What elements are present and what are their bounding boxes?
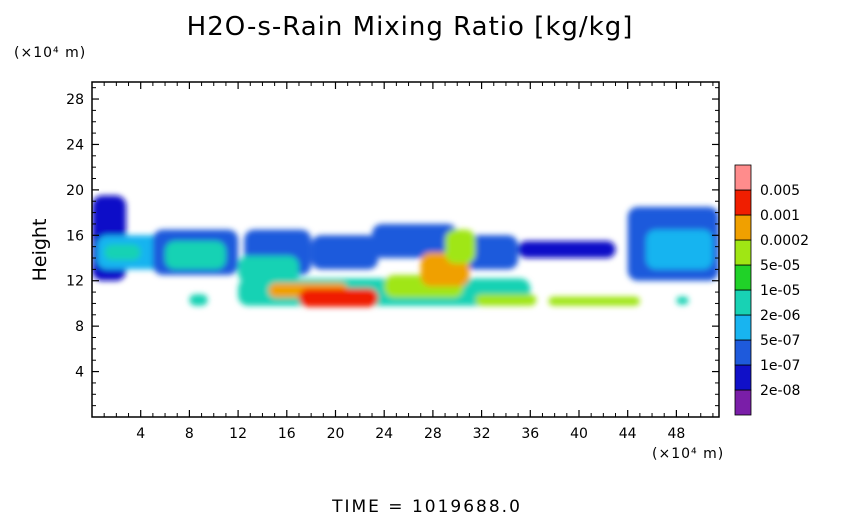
colorbar-swatch-2 — [734, 339, 752, 366]
y-tick-label: 8 — [75, 319, 84, 335]
heatmap-field-2 — [104, 244, 141, 261]
heatmap-field-7 — [311, 235, 379, 270]
colorbar-swatch-0 — [734, 389, 752, 416]
heatmap-field-8 — [372, 223, 458, 259]
colorbar-label: 1e-05 — [760, 283, 800, 299]
heatmap-field-20 — [645, 229, 713, 270]
colorbar: 2e-08 1e-07 5e-07 2e-06 1e-05 5e-05 0.0002 0.00… — [734, 164, 809, 416]
colorbar-label: 0.0002 — [760, 233, 809, 249]
y-tick-label: 4 — [75, 365, 84, 381]
heatmap-field-15 — [445, 229, 476, 264]
heatmap-field-18 — [518, 240, 616, 259]
x-tick-label: 36 — [521, 426, 539, 442]
x-tick-label: 40 — [570, 426, 588, 442]
y-tick-label: 16 — [66, 228, 84, 244]
chart-title: H2O-s-Rain Mixing Ratio [kg/kg] — [186, 12, 634, 42]
colorbar-label: 5e-07 — [760, 333, 800, 349]
colorbar-swatch-6 — [734, 239, 752, 266]
colorbar-label: 0.001 — [760, 208, 800, 224]
colorbar-swatch-8 — [734, 189, 752, 216]
y-tick-label: 24 — [66, 137, 84, 153]
y-axis-unit: (×10⁴ m) — [14, 45, 87, 61]
x-axis-unit: (×10⁴ m) — [652, 446, 725, 462]
heatmap-field-4 — [165, 240, 226, 270]
colorbar-swatch-4 — [734, 289, 752, 316]
y-axis: 4 8 12 16 20 24 28 — [66, 87, 719, 407]
x-axis: 4 8 12 16 20 24 28 32 36 40 44 48 — [103, 82, 714, 442]
colorbar-label: 5e-05 — [760, 258, 800, 274]
x-tick-label: 28 — [424, 426, 442, 442]
heatmap-field-21 — [189, 294, 208, 306]
heatmap-field-12 — [298, 288, 379, 307]
colorbar-label: 0.005 — [760, 183, 800, 199]
heatmap-field-16 — [475, 294, 537, 306]
x-tick-label: 12 — [229, 426, 247, 442]
heatmap-field-layer — [92, 195, 719, 307]
x-tick-label: 24 — [375, 426, 393, 442]
y-tick-label: 20 — [66, 183, 84, 199]
x-tick-label: 44 — [619, 426, 637, 442]
colorbar-swatch-9 — [734, 164, 752, 191]
heatmap-field-17 — [548, 296, 640, 306]
x-tick-label: 48 — [667, 426, 685, 442]
x-tick-label: 20 — [327, 426, 345, 442]
colorbar-label: 2e-06 — [760, 308, 800, 324]
colorbar-swatch-7 — [734, 214, 752, 241]
plot-frame — [91, 81, 720, 418]
colorbar-swatch-5 — [734, 264, 752, 291]
x-tick-label: 16 — [278, 426, 296, 442]
y-tick-label: 28 — [66, 92, 84, 108]
x-tick-label: 8 — [185, 426, 194, 442]
heatmap-field-22 — [676, 296, 689, 305]
colorbar-label: 2e-08 — [760, 383, 800, 399]
x-tick-label: 32 — [473, 426, 491, 442]
colorbar-swatch-3 — [734, 314, 752, 341]
y-tick-label: 12 — [66, 274, 84, 290]
time-label: TIME = 1019688.0 — [332, 497, 522, 517]
heatmap-field-6 — [238, 255, 299, 283]
x-tick-label: 4 — [136, 426, 145, 442]
colorbar-label: 1e-07 — [760, 358, 800, 374]
colorbar-swatch-1 — [734, 364, 752, 391]
